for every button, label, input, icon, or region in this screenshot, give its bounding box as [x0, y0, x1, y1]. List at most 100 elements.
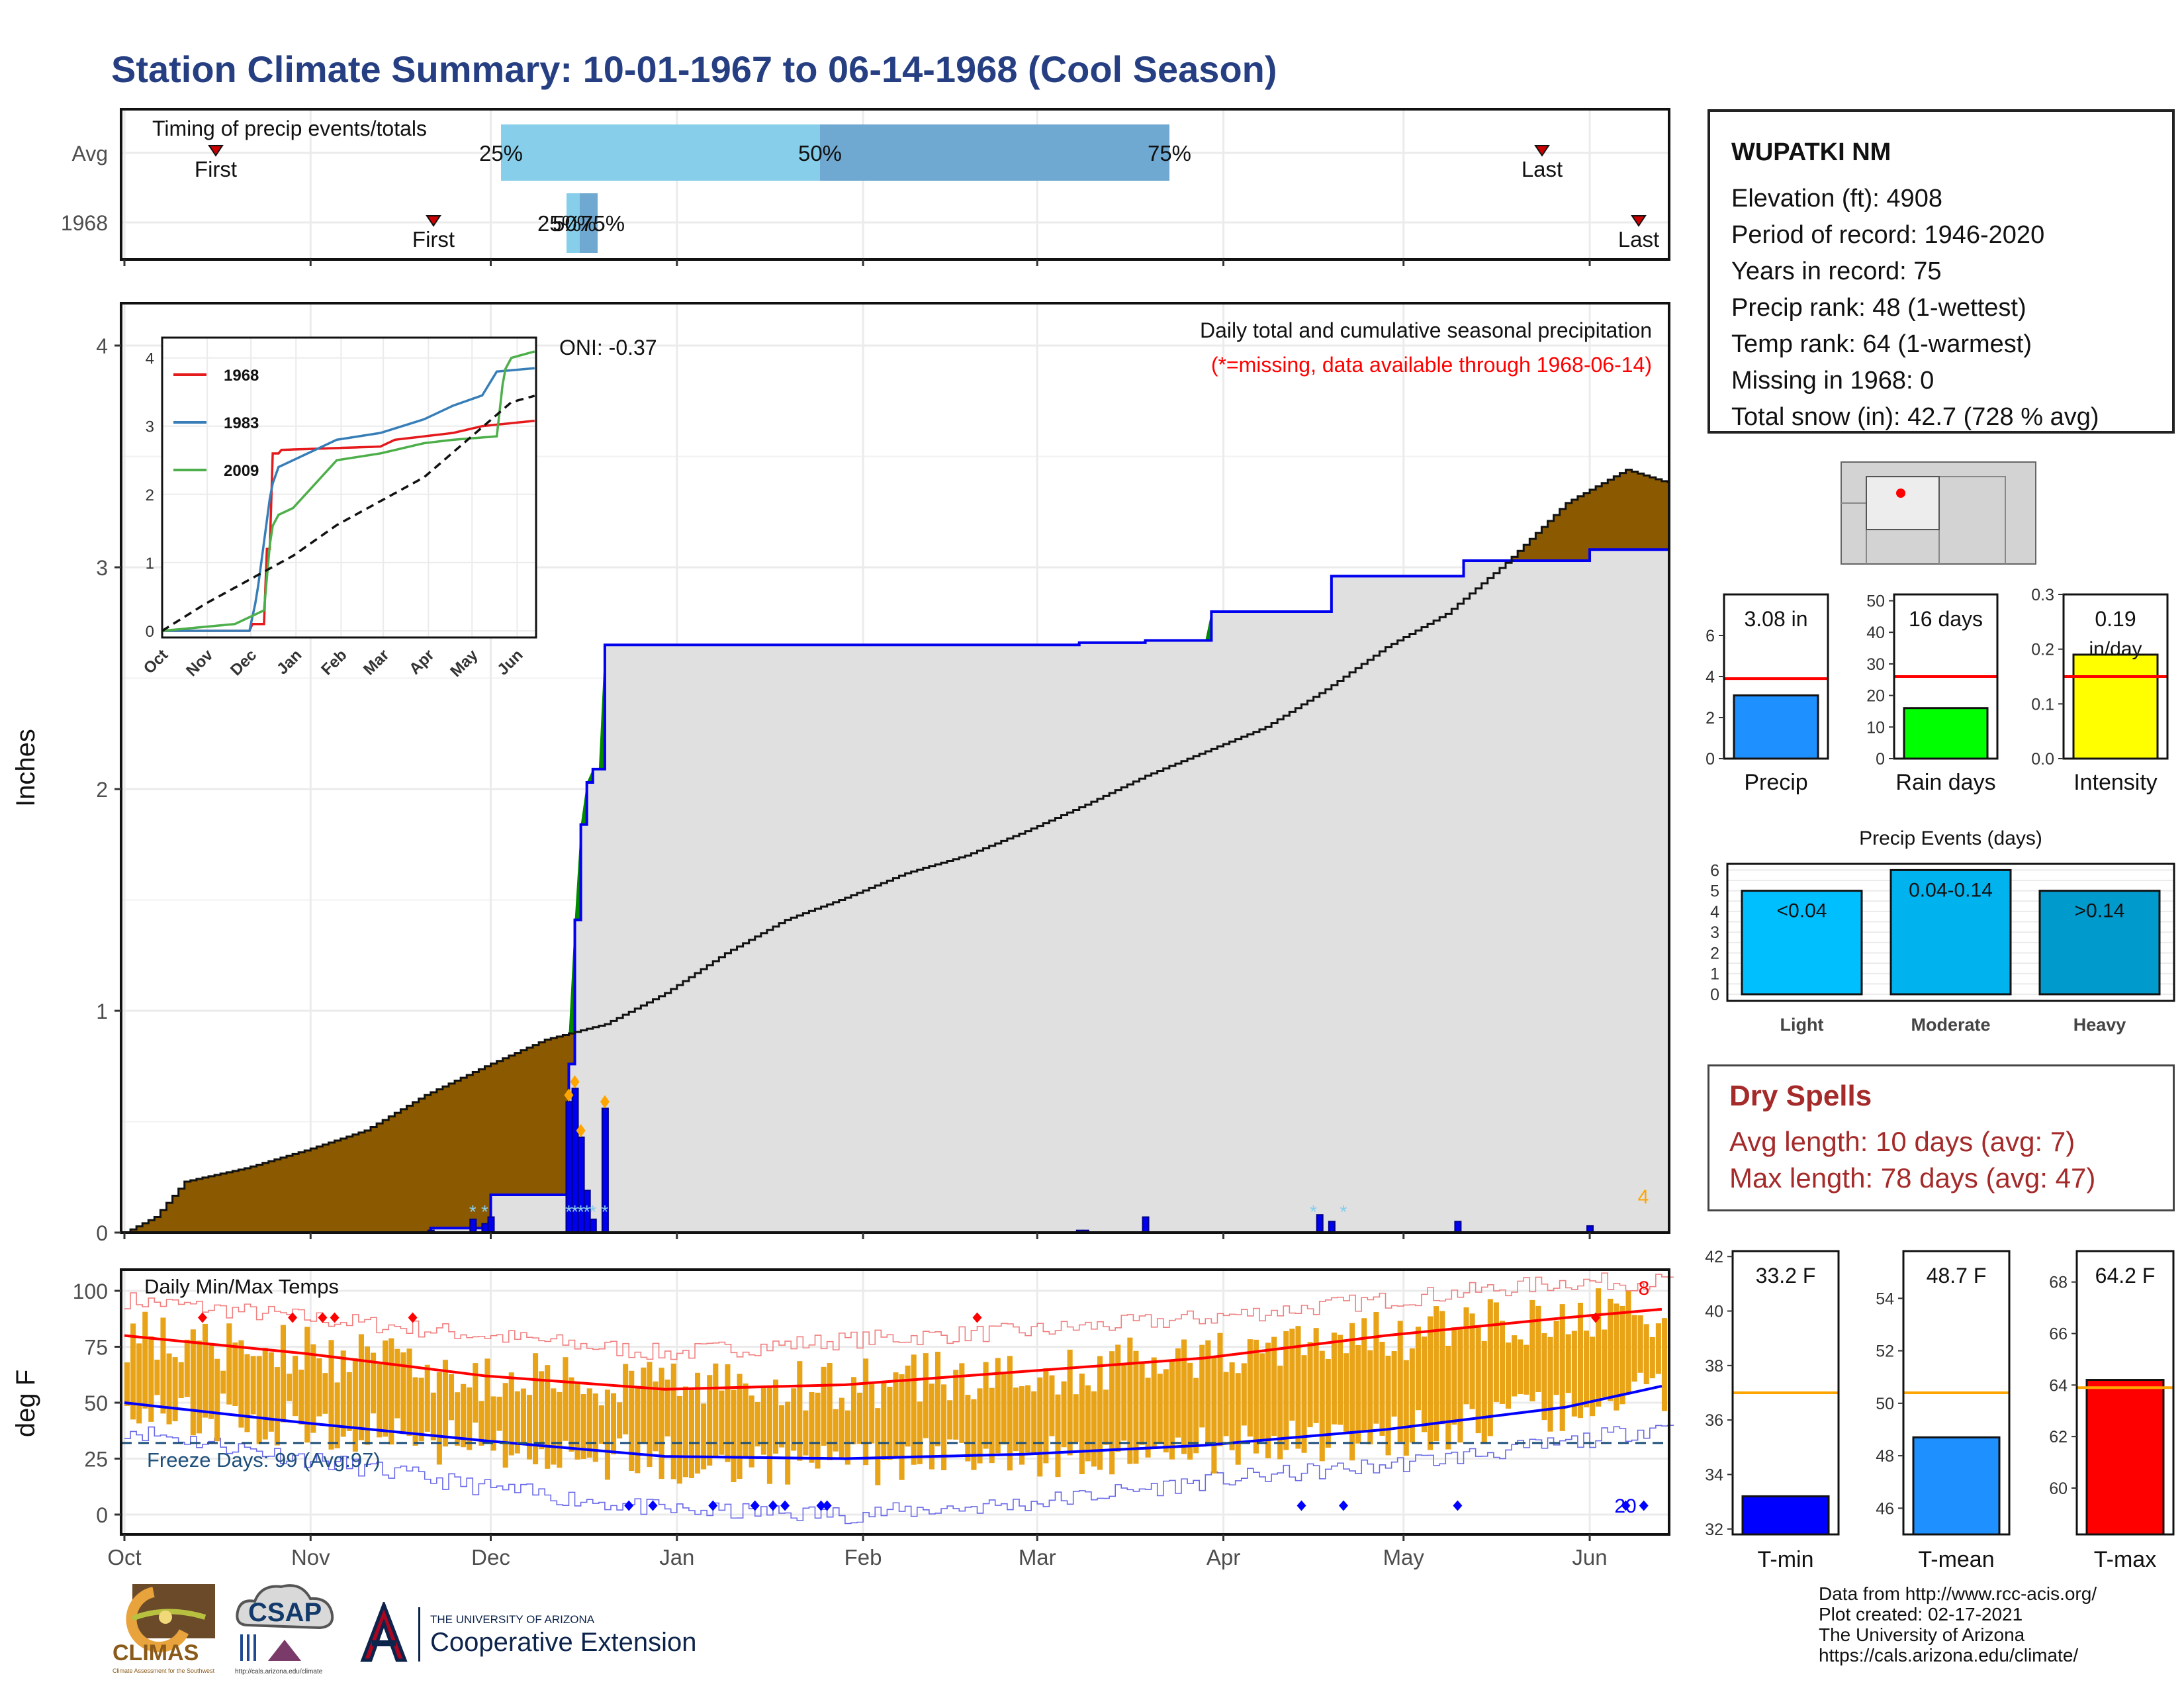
event-bar — [1741, 890, 1863, 996]
daily-temp-bar — [785, 1401, 791, 1485]
daily-temp-bar — [328, 1340, 334, 1450]
temp-summary-y-tick-label: 60 — [2049, 1479, 2068, 1498]
daily-temp-bar — [1319, 1350, 1325, 1462]
precip-summary-y-tick-label: 10 — [1866, 718, 1885, 737]
daily-temp-bar — [1637, 1315, 1643, 1373]
daily-temp-bar — [1193, 1378, 1199, 1454]
temp-summary-y-tick-label: 62 — [2049, 1428, 2068, 1446]
daily-temp-bar — [941, 1384, 947, 1471]
timing-75-label: 75% — [1148, 141, 1191, 165]
snow-marker — [570, 1075, 580, 1089]
precip-panel-subtitle: (*=missing, data available through 1968-… — [1211, 353, 1652, 377]
credit-line: The University of Arizona — [1819, 1624, 2025, 1645]
ua-big-text: Cooperative Extension — [430, 1628, 696, 1657]
daily-temp-bar — [857, 1392, 863, 1444]
daily-temp-bar — [316, 1358, 322, 1417]
daily-precip-bar — [1454, 1221, 1462, 1233]
daily-temp-bar — [1349, 1323, 1355, 1461]
record-low-marker — [1639, 1500, 1649, 1511]
daily-temp-bar — [334, 1382, 340, 1448]
daily-temp-bar — [695, 1372, 701, 1474]
event-range-label: <0.04 — [1777, 900, 1827, 922]
daily-temp-bar — [1079, 1374, 1085, 1474]
temp-summary-bar — [1741, 1495, 1830, 1536]
credits: Data from http://www.rcc-acis.org/ Plot … — [1819, 1583, 2097, 1665]
daily-temp-bar — [496, 1396, 502, 1431]
daily-temp-bar — [1223, 1372, 1229, 1436]
daily-temp-bar — [911, 1354, 917, 1465]
daily-temp-bar — [1061, 1381, 1067, 1448]
freeze-days-label: Freeze Days: 99 (Avg:97) — [147, 1448, 381, 1472]
timing-avg-first-marker — [208, 145, 224, 157]
daily-temp-bar — [1337, 1335, 1343, 1425]
daily-temp-bar — [1457, 1329, 1463, 1443]
record-low-marker — [648, 1500, 658, 1511]
daily-temp-bar — [1085, 1385, 1091, 1462]
daily-temp-bar — [1169, 1360, 1175, 1460]
daily-temp-bar — [983, 1362, 989, 1449]
daily-temp-bar — [676, 1395, 682, 1484]
daily-temp-bar — [1151, 1357, 1157, 1448]
daily-temp-bar — [887, 1386, 893, 1460]
precip-summary-category: Intensity — [2073, 770, 2158, 795]
daily-temp-bar — [346, 1372, 352, 1431]
daily-temp-bar — [1397, 1321, 1403, 1442]
daily-temp-bar — [815, 1392, 821, 1469]
inset-border — [161, 336, 537, 639]
credit-line: https://cals.arizona.edu/climate/ — [1819, 1645, 2079, 1665]
snow-count-label: 4 — [1638, 1186, 1649, 1208]
daily-temp-bar — [478, 1401, 484, 1446]
daily-temp-bar — [268, 1352, 274, 1432]
daily-temp-bar — [797, 1361, 803, 1461]
info-missing: Missing in 1968: 0 — [1731, 367, 1934, 395]
month-label: Mar — [1019, 1545, 1056, 1570]
daily-temp-bar — [1590, 1336, 1596, 1417]
temp-summary-category: T-max — [2094, 1547, 2156, 1572]
temp-avg-min-line — [124, 1384, 1662, 1460]
event-bar — [2038, 890, 2161, 996]
daily-temp-bar — [1295, 1326, 1301, 1449]
timing-1968-last-label: Last — [1618, 227, 1659, 252]
inset-y-tick-label: 2 — [146, 487, 154, 504]
inset-panel — [161, 336, 537, 639]
daily-temp-bar — [1355, 1344, 1361, 1444]
missing-marker: * — [577, 1201, 584, 1222]
missing-marker: * — [589, 1201, 596, 1222]
snow-marker — [576, 1123, 586, 1137]
daily-temp-bar — [850, 1377, 857, 1444]
daily-temp-bar — [1602, 1329, 1608, 1397]
daily-temp-bar — [1565, 1334, 1571, 1393]
record-low-marker — [768, 1500, 778, 1511]
daily-temp-bar — [809, 1391, 815, 1463]
timing-panel-border — [120, 108, 1670, 261]
precip-y-tick-label: 0 — [96, 1221, 108, 1245]
temp-summary-panel-border — [1902, 1250, 2011, 1536]
daily-temp-bar — [701, 1403, 707, 1470]
record-high-marker — [318, 1312, 328, 1323]
daily-temp-bar — [1631, 1315, 1637, 1382]
precip-summary-bar — [2072, 653, 2159, 760]
temp-y-tick-label: 0 — [96, 1503, 108, 1527]
climas-wordmark: CLIMAS — [113, 1640, 199, 1665]
precip-summary-value: 0.19 — [2095, 607, 2136, 631]
daily-temp-bar — [1463, 1307, 1469, 1405]
daily-temp-bar — [1445, 1345, 1451, 1450]
daily-temp-bar — [1403, 1360, 1409, 1456]
map-state-border — [1939, 476, 2006, 564]
month-label: Feb — [844, 1545, 882, 1570]
daily-temp-bar — [1524, 1344, 1529, 1395]
daily-temp-bar — [659, 1368, 664, 1479]
daily-temp-bar — [1596, 1288, 1602, 1407]
temp-summary-category: T-min — [1758, 1547, 1814, 1572]
ua-cooperative-extension-logo: THE UNIVERSITY OF ARIZONA Cooperative Ex… — [360, 1602, 696, 1662]
daily-temp-bar — [1518, 1339, 1524, 1395]
temp-summary-y-tick-label: 48 — [1876, 1447, 1894, 1466]
daily-temp-bar — [863, 1358, 869, 1466]
daily-temp-bar — [1205, 1340, 1211, 1444]
daily-temp-bar — [953, 1370, 959, 1440]
daily-temp-bar — [1559, 1304, 1565, 1431]
record-high-marker — [330, 1312, 340, 1323]
daily-temp-bar — [682, 1386, 688, 1477]
precip-summary-y-tick-label: 0 — [1876, 750, 1885, 769]
